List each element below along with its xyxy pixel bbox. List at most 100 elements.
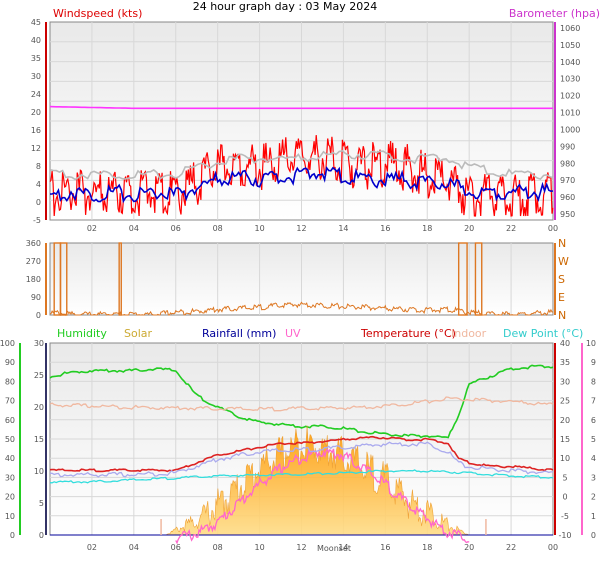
temperature-x-tick: 22 — [506, 543, 516, 552]
temperature-x-ticks: 02 04 06 08 10 12 14 16 18 20 22 00 — [87, 543, 558, 552]
solar_rain-tick: 10 — [34, 467, 44, 476]
barometer-tick: 1050 — [560, 41, 580, 50]
wind-left-tick: 12 — [31, 144, 41, 153]
temperature-tick: 30 — [560, 377, 570, 386]
solar_rain-tick: 30 — [34, 339, 44, 348]
direction-right-tick: N — [558, 309, 566, 322]
series-humidity — [49, 364, 554, 439]
wind-left-tick: 45 — [31, 18, 41, 27]
series-dew_point — [49, 469, 554, 484]
barometer-tick: 1010 — [560, 109, 580, 118]
solar_rain-tick: 5 — [39, 499, 44, 508]
solar_rain-tick: 0 — [39, 531, 44, 540]
uv-tick: 2 — [591, 493, 596, 502]
legend-dew-point: Dew Point (°C) — [503, 327, 583, 340]
wind-x-tick: 14 — [338, 224, 348, 233]
wind-x-tick: 20 — [464, 224, 474, 233]
uv-tick: 10 — [586, 339, 596, 348]
temperature-legend: Humidity Solar Rainfall (mm) UV Temperat… — [57, 327, 583, 340]
wind-x-tick: 10 — [254, 224, 264, 233]
wind-left-tick: 20 — [31, 108, 41, 117]
humidity-axis: 0 10 20 30 40 50 60 70 80 90 100 — [0, 339, 21, 540]
temperature-tick: 35 — [560, 358, 570, 367]
solar_rain-tick: 20 — [34, 403, 44, 412]
direction-right-tick: W — [558, 255, 569, 268]
temperature-tick: 15 — [560, 435, 570, 444]
direction-grid — [91, 243, 512, 315]
wind-left-tick: 16 — [31, 126, 41, 135]
temperature-tick: 20 — [560, 416, 570, 425]
uv-tick: 5 — [591, 435, 596, 444]
barometer-tick: 1030 — [560, 75, 580, 84]
panel-wind: Windspeed (kts) Barometer (hpa) -5048121… — [31, 7, 600, 233]
wind-x-tick: 22 — [506, 224, 516, 233]
direction-left-tick: 360 — [26, 239, 41, 248]
series-barometer — [49, 105, 553, 110]
series-uv — [175, 448, 470, 545]
direction-wrap-marker — [457, 242, 468, 316]
wind-x-tick: 16 — [380, 224, 390, 233]
temperature-x-tick: 08 — [213, 543, 223, 552]
legend-indoor: Indoor — [451, 327, 487, 340]
legend-humidity: Humidity — [57, 327, 107, 340]
temperature-x-tick: 20 — [464, 543, 474, 552]
wind-x-ticks: 02 04 06 08 10 12 14 16 18 20 22 00 — [87, 224, 558, 233]
wind-x-tick: 08 — [213, 224, 223, 233]
temperature-x-tick: 02 — [87, 543, 97, 552]
series-avg_wind — [49, 165, 554, 204]
humidity-tick: 60 — [5, 416, 15, 425]
temperature-tick: -5 — [561, 512, 569, 521]
wind-left-ticks: -5 0 4 8 12 16 20 24 30 35 40 45 — [31, 18, 47, 225]
temperature-x-tick: 06 — [171, 543, 181, 552]
temperature-tick: 25 — [560, 397, 570, 406]
barometer-tick: 990 — [560, 142, 575, 151]
series-temperature — [49, 435, 554, 473]
series-solar — [165, 425, 470, 536]
direction-wrap-marker — [474, 242, 483, 316]
wind-left-tick: 8 — [36, 162, 41, 171]
temperature-tick: 0 — [562, 493, 567, 502]
wind-series — [49, 105, 554, 217]
barometer-tick: 960 — [560, 193, 575, 202]
barometer-tick: 970 — [560, 176, 575, 185]
direction-wrap-marker — [118, 242, 122, 316]
temperature-x-tick: 00 — [548, 543, 558, 552]
barometer-tick: 1040 — [560, 58, 580, 67]
wind-x-tick: 18 — [422, 224, 432, 233]
series-gust_avg — [49, 150, 554, 181]
direction-right-tick: S — [558, 273, 565, 286]
temperature-series — [49, 364, 554, 545]
humidity-tick: 40 — [5, 454, 15, 463]
wind-right-ticks: 950 960 970 980 990 1000 1010 1020 1030 1040 1050 1… — [554, 22, 580, 220]
solar_rain-tick: 15 — [34, 435, 44, 444]
temperature-tick: -10 — [558, 531, 571, 540]
wind-left-tick: 24 — [31, 90, 41, 99]
temperature-tick: 40 — [560, 339, 570, 348]
humidity-tick: 0 — [10, 531, 15, 540]
direction-left-tick: 90 — [31, 293, 41, 302]
series-feels — [50, 441, 553, 478]
series-windspeed — [49, 135, 554, 217]
uv-tick: 1 — [591, 512, 596, 521]
barometer-title: Barometer (hpa) — [509, 7, 600, 20]
humidity-tick: 10 — [5, 512, 15, 521]
humidity-tick: 50 — [5, 435, 15, 444]
humidity-tick: 70 — [5, 397, 15, 406]
direction-left-tick: 180 — [26, 275, 41, 284]
chart-title: 24 hour graph day : 03 May 2024 — [193, 0, 378, 13]
temperature-x-tick: 14 — [338, 543, 348, 552]
wind-left-tick: -5 — [33, 216, 41, 225]
temperature-x-tick: 12 — [296, 543, 306, 552]
direction-left-tick: 270 — [26, 257, 41, 266]
wind-left-tick: 40 — [31, 36, 41, 45]
wind-left-tick: 0 — [36, 198, 41, 207]
uv-tick: 0 — [591, 531, 596, 540]
humidity-tick: 80 — [5, 377, 15, 386]
wind-title: Windspeed (kts) — [53, 7, 142, 20]
wind-x-tick: 06 — [171, 224, 181, 233]
wind-left-tick: 35 — [31, 54, 41, 63]
solar-axis: 0 5 10 15 20 25 30 — [34, 339, 47, 540]
direction-series — [50, 242, 554, 316]
